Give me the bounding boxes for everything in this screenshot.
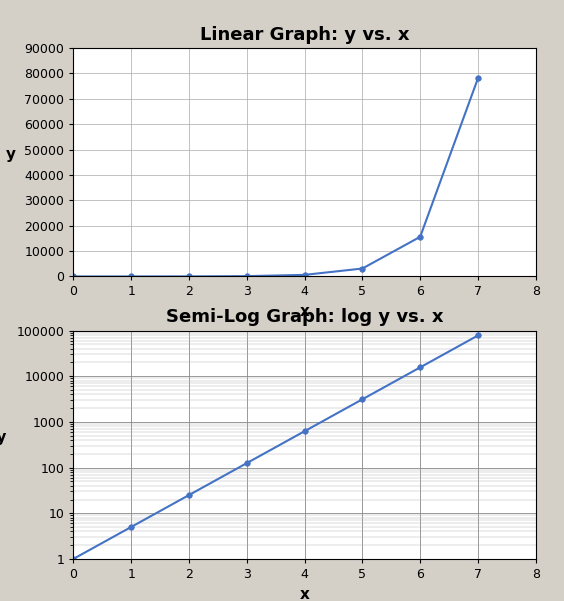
X-axis label: x: x	[299, 587, 310, 601]
Y-axis label: log y: log y	[0, 430, 7, 445]
Y-axis label: y: y	[6, 147, 15, 162]
Title: Semi-Log Graph: log y vs. x: Semi-Log Graph: log y vs. x	[166, 308, 443, 326]
Title: Linear Graph: y vs. x: Linear Graph: y vs. x	[200, 26, 409, 44]
X-axis label: x: x	[299, 304, 310, 319]
